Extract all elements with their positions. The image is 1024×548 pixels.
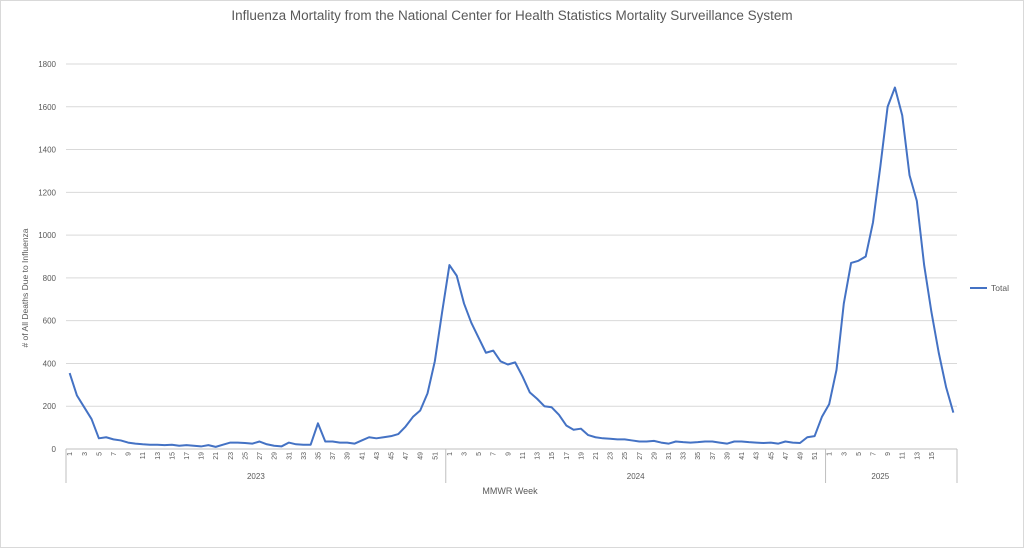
x-tick-label: 3 xyxy=(82,452,89,456)
x-tick-label: 31 xyxy=(286,452,293,460)
x-tick-label: 23 xyxy=(608,452,615,460)
x-tick-label: 21 xyxy=(593,452,600,460)
x-tick-label: 7 xyxy=(491,452,498,456)
x-axis-title: MMWR Week xyxy=(482,486,538,496)
x-tick-label: 37 xyxy=(710,452,717,460)
x-tick-label: 23 xyxy=(228,452,235,460)
x-tick-label: 5 xyxy=(856,452,863,456)
y-tick-label: 1200 xyxy=(38,188,56,197)
x-tick-label: 35 xyxy=(315,452,322,460)
x-tick-label: 35 xyxy=(695,452,702,460)
x-tick-label: 33 xyxy=(681,452,688,460)
x-tick-label: 47 xyxy=(783,452,790,460)
y-tick-label: 800 xyxy=(43,274,57,283)
chart-title: Influenza Mortality from the National Ce… xyxy=(231,8,793,23)
legend-label-total: Total xyxy=(991,283,1009,293)
x-tick-label: 45 xyxy=(768,452,775,460)
x-tick-label: 19 xyxy=(578,452,585,460)
x-tick-label: 41 xyxy=(739,452,746,460)
x-tick-label: 25 xyxy=(622,452,629,460)
x-tick-label: 27 xyxy=(257,452,264,460)
series-line-total xyxy=(68,86,955,448)
x-tick-label: 37 xyxy=(330,452,337,460)
x-tick-label: 15 xyxy=(549,452,556,460)
x-tick-label: 43 xyxy=(374,452,381,460)
x-tick-label: 15 xyxy=(929,452,936,460)
x-tick-label: 1 xyxy=(447,452,454,456)
y-tick-label: 1400 xyxy=(38,146,56,155)
x-tick-label: 1 xyxy=(67,452,74,456)
x-tick-label: 43 xyxy=(754,452,761,460)
x-tick-label: 25 xyxy=(242,452,249,460)
x-tick-label: 39 xyxy=(345,452,352,460)
x-tick-label: 5 xyxy=(476,452,483,456)
x-tick-label: 51 xyxy=(812,452,819,460)
x-tick-label: 13 xyxy=(535,452,542,460)
y-tick-label: 1000 xyxy=(38,231,56,240)
x-tick-label: 51 xyxy=(432,452,439,460)
x-tick-label: 3 xyxy=(841,452,848,456)
x-tick-label: 49 xyxy=(797,452,804,460)
x-tick-label: 31 xyxy=(666,452,673,460)
x-tick-label: 7 xyxy=(871,452,878,456)
x-tick-label: 9 xyxy=(885,452,892,456)
x-tick-label: 33 xyxy=(301,452,308,460)
x-tick-label: 45 xyxy=(388,452,395,460)
x-tick-label: 5 xyxy=(96,452,103,456)
x-tick-label: 19 xyxy=(199,452,206,460)
y-tick-label: 1600 xyxy=(38,103,56,112)
x-tick-label: 47 xyxy=(403,452,410,460)
x-tick-label: 9 xyxy=(126,452,133,456)
x-tick-label: 11 xyxy=(900,452,907,459)
x-tick-label: 3 xyxy=(462,452,469,456)
y-tick-label: 1800 xyxy=(38,60,56,69)
x-tick-label: 17 xyxy=(184,452,191,460)
y-tick-label: 600 xyxy=(43,317,57,326)
x-tick-label: 21 xyxy=(213,452,220,460)
legend: Total xyxy=(970,282,1009,294)
legend-line-swatch xyxy=(970,287,987,289)
y-tick-label: 400 xyxy=(43,359,57,368)
x-tick-label: 39 xyxy=(724,452,731,460)
y-tick-label: 200 xyxy=(43,402,57,411)
x-tick-label: 13 xyxy=(914,452,921,460)
year-group-label: 2023 xyxy=(247,472,265,481)
x-tick-label: 17 xyxy=(564,452,571,460)
x-tick-label: 27 xyxy=(637,452,644,460)
x-tick-label: 13 xyxy=(155,452,162,460)
year-group-label: 2025 xyxy=(871,472,889,481)
year-group-label: 2024 xyxy=(627,472,645,481)
x-tick-label: 41 xyxy=(359,452,366,460)
y-tick-label: 0 xyxy=(52,445,57,454)
x-tick-label: 29 xyxy=(272,452,279,460)
x-tick-label: 11 xyxy=(140,452,147,459)
x-tick-label: 15 xyxy=(169,452,176,460)
x-tick-label: 11 xyxy=(520,452,527,459)
x-tick-label: 9 xyxy=(505,452,512,456)
x-tick-label: 1 xyxy=(827,452,834,456)
x-tick-label: 7 xyxy=(111,452,118,456)
x-tick-label: 49 xyxy=(418,452,425,460)
x-tick-label: 29 xyxy=(651,452,658,460)
